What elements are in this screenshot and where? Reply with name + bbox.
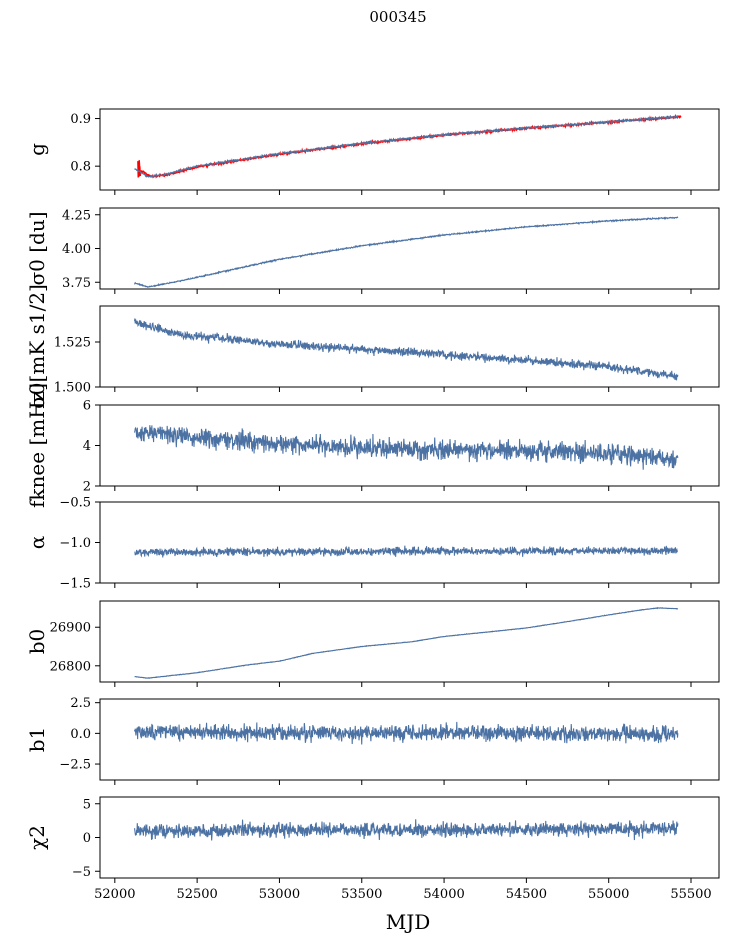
y-tick-label: 6 [83, 399, 91, 414]
series-line-chi2 [134, 819, 679, 841]
y-tick-label: 2.5 [70, 696, 91, 711]
x-tick-label: 55500 [670, 887, 711, 902]
panel-b1: 2.5 0.0 −2.5 b1 [25, 696, 720, 785]
panel-sigma0: 4.25 4.00 3.75 σ0 [du] [25, 207, 720, 294]
axes-frame [99, 698, 720, 781]
axes-frame [99, 305, 720, 388]
y-tick-label: 26800 [50, 659, 91, 674]
y-tick-label: 4 [83, 439, 91, 454]
y-tick-label: 0.0 [70, 727, 91, 742]
y-axis-label: g [25, 143, 49, 156]
series-line-sigma0_mk [134, 318, 679, 381]
y-axis-label: χ2 [25, 825, 49, 850]
axes-frame [99, 108, 720, 191]
y-axis-label: α [25, 536, 49, 550]
series-line-fknee [134, 425, 679, 470]
axes-frame [99, 207, 720, 290]
axes-frame [99, 404, 720, 487]
y-tick-label: −1.0 [59, 536, 91, 551]
y-axis-label: b1 [25, 727, 49, 753]
x-tick-label: 55000 [588, 887, 629, 902]
y-tick-label: 1.525 [54, 336, 91, 351]
y-tick-label: −2.5 [59, 758, 91, 773]
series-line-b0 [134, 606, 679, 680]
series-line-sigma0 [134, 216, 679, 288]
y-tick-label: −5 [72, 865, 91, 880]
panel-fknee: 6 4 2 fknee [mHz] [25, 383, 720, 508]
axes-frame [99, 796, 720, 879]
series-line-b1 [134, 721, 679, 745]
y-tick-label: 0.8 [70, 160, 91, 175]
y-tick-label: −1.5 [59, 577, 91, 592]
y-tick-label: 1.500 [54, 381, 91, 396]
y-axis-label: σ0[mK s1/2] [25, 284, 49, 409]
y-tick-label: 26900 [50, 621, 91, 636]
x-tick-label: 54000 [423, 887, 464, 902]
series-line-g [134, 115, 679, 178]
axes-frame [99, 600, 720, 683]
y-axis-label: b0 [25, 629, 49, 655]
chart-title: 000345 [369, 8, 426, 26]
y-tick-label: 5 [83, 797, 91, 812]
panels: 0.9 0.8 g 4.25 4.00 3.75 σ0 [du] 1.525 1.500 σ0[m… [25, 108, 720, 902]
y-tick-label: 3.75 [62, 276, 91, 291]
x-tick-label: 52500 [176, 887, 217, 902]
y-axis-label: σ0 [du] [25, 211, 49, 285]
y-tick-label: 4.25 [62, 208, 91, 223]
y-tick-label: 2 [83, 480, 91, 495]
panel-g: 0.9 0.8 g [25, 108, 720, 195]
y-tick-label: −0.5 [59, 496, 91, 511]
y-tick-label: 0.9 [70, 112, 91, 127]
y-tick-label: 4.00 [62, 242, 91, 257]
y-tick-label: 0 [83, 831, 91, 846]
x-tick-label: 53000 [259, 887, 300, 902]
x-tick-label: 52000 [94, 887, 135, 902]
x-tick-label: 54500 [506, 887, 547, 902]
axes-frame [99, 501, 720, 584]
x-tick-label: 53500 [341, 887, 382, 902]
y-axis-label: fknee [mHz] [25, 383, 49, 508]
panel-alpha: −0.5 −1.0 −1.5 α [25, 496, 720, 592]
x-axis-label: MJD [386, 910, 431, 934]
series-line-alpha [134, 545, 678, 558]
series-line-overlay [137, 113, 682, 179]
panel-sigma0_mk: 1.525 1.500 σ0[mK s1/2] [25, 284, 720, 409]
